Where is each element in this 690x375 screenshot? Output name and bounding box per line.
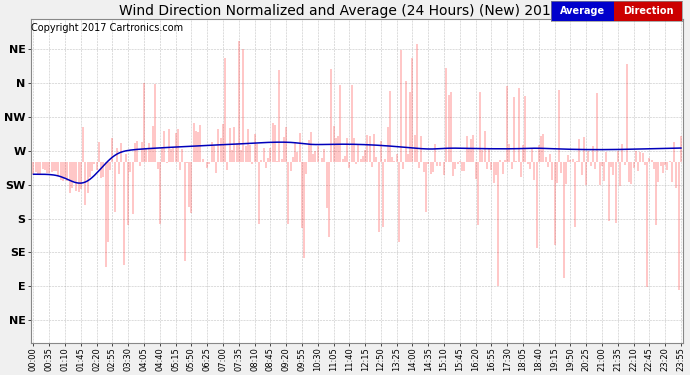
Text: Average: Average (560, 6, 605, 16)
Bar (551, 1, 614, 21)
Bar (614, 1, 682, 21)
Title: Wind Direction Normalized and Average (24 Hours) (New) 20170610: Wind Direction Normalized and Average (2… (119, 4, 595, 18)
Text: Copyright 2017 Cartronics.com: Copyright 2017 Cartronics.com (31, 23, 184, 33)
Text: Direction: Direction (623, 6, 673, 16)
